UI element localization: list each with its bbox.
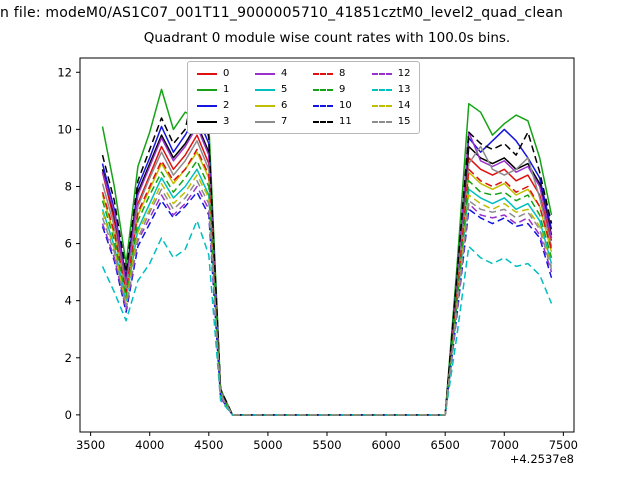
series-line-10	[101, 191, 553, 416]
series-line-8	[101, 148, 553, 416]
series-line-15	[101, 180, 553, 416]
legend-item-8: 8	[313, 66, 352, 81]
legend-line-sample	[197, 104, 217, 107]
series-line-13	[101, 219, 553, 416]
legend-line-sample	[371, 72, 392, 75]
legend-line-sample	[313, 88, 333, 91]
legend-item-11: 11	[313, 114, 352, 129]
x-tick-label: 5000	[253, 438, 282, 452]
legend-line-sample	[313, 72, 333, 75]
legend: 0 1 2 3 4 5 6 7 8 9 10 11 12 13 14 15	[187, 61, 421, 134]
legend-item-7: 7	[255, 114, 293, 129]
legend-item-13: 13	[371, 82, 411, 97]
series-line-7	[101, 140, 553, 416]
legend-label: 11	[339, 116, 352, 127]
legend-line-sample	[197, 120, 217, 123]
legend-item-15: 15	[371, 114, 411, 129]
file-name-header: n file: modeM0/AS1C07_001T11_9000005710_…	[0, 5, 564, 21]
x-tick-label: 7500	[549, 438, 578, 452]
legend-line-sample	[197, 88, 217, 91]
x-axis-offset-label: +4.2537e8	[510, 452, 574, 466]
legend-label: 4	[281, 68, 288, 79]
y-tick-label: 12	[57, 65, 72, 79]
legend-label: 6	[281, 100, 288, 111]
y-tick-label: 0	[65, 408, 72, 422]
legend-item-14: 14	[371, 98, 411, 113]
x-tick-label: 5500	[312, 438, 341, 452]
legend-label: 3	[223, 116, 230, 127]
y-tick-label: 2	[65, 351, 72, 365]
legend-line-sample	[313, 104, 333, 107]
legend-label: 10	[339, 100, 352, 111]
x-tick-label: 6000	[371, 438, 400, 452]
x-tick-label: 4000	[135, 438, 164, 452]
legend-line-sample	[255, 72, 275, 75]
x-tick-label: 6500	[431, 438, 460, 452]
series-line-5	[101, 168, 553, 416]
series-line-12	[101, 185, 553, 416]
legend-item-12: 12	[371, 66, 411, 81]
legend-line-sample	[371, 120, 392, 123]
legend-label: 0	[223, 68, 230, 79]
legend-label: 15	[397, 116, 411, 127]
legend-item-5: 5	[255, 82, 293, 97]
x-tick-label: 7000	[490, 438, 519, 452]
legend-line-sample	[255, 88, 275, 91]
x-tick-label: 3500	[76, 438, 105, 452]
legend-line-sample	[371, 88, 392, 91]
legend-line-sample	[371, 104, 392, 107]
legend-item-1: 1	[197, 82, 235, 97]
legend-line-sample	[197, 72, 217, 75]
legend-item-3: 3	[197, 114, 235, 129]
legend-item-4: 4	[255, 66, 293, 81]
y-tick-label: 10	[57, 122, 72, 136]
legend-label: 7	[281, 116, 288, 127]
legend-label: 8	[339, 68, 346, 79]
legend-label: 9	[339, 84, 346, 95]
y-tick-label: 8	[65, 179, 72, 193]
legend-line-sample	[255, 104, 275, 107]
legend-label: 2	[223, 100, 230, 111]
legend-item-2: 2	[197, 98, 235, 113]
y-tick-label: 6	[65, 237, 72, 251]
legend-item-10: 10	[313, 98, 352, 113]
legend-label: 12	[397, 68, 411, 79]
legend-label: 13	[397, 84, 411, 95]
y-tick-label: 4	[65, 294, 72, 308]
legend-line-sample	[255, 120, 275, 123]
series-line-14	[101, 174, 553, 416]
legend-line-sample	[313, 120, 333, 123]
x-tick-label: 4500	[194, 438, 223, 452]
legend-label: 5	[281, 84, 288, 95]
legend-item-9: 9	[313, 82, 352, 97]
chart-title: Quadrant 0 module wise count rates with …	[143, 30, 511, 46]
legend-label: 1	[223, 84, 230, 95]
legend-label: 14	[397, 100, 411, 111]
legend-item-6: 6	[255, 98, 293, 113]
legend-item-0: 0	[197, 66, 235, 81]
